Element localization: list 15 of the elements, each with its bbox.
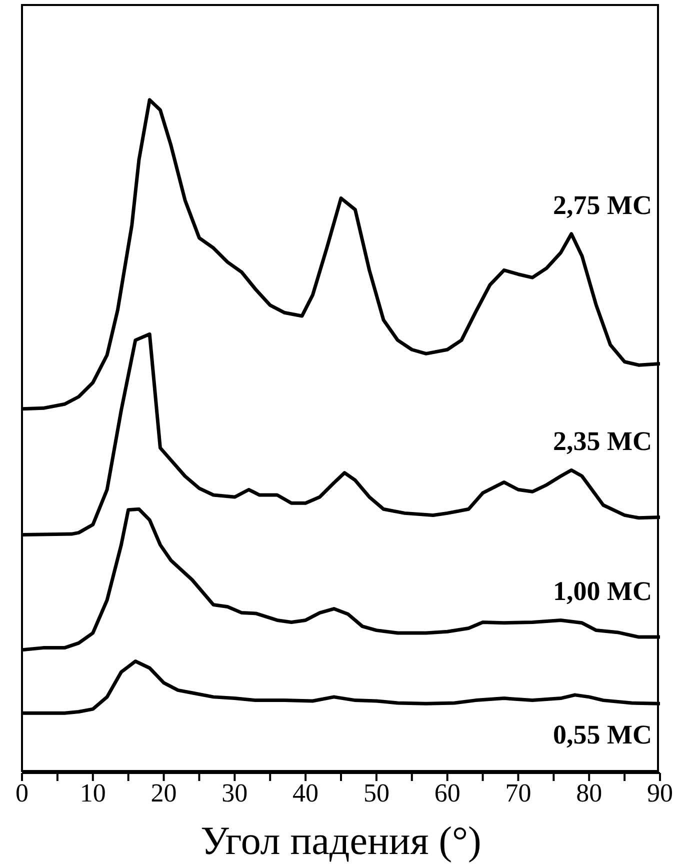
x-tick-label: 60 [434, 778, 460, 808]
series-label: 1,00 МС [553, 576, 652, 606]
x-tick-label: 0 [16, 778, 28, 808]
x-tick-label: 20 [150, 778, 177, 808]
series-label: 2,75 МС [553, 190, 652, 220]
x-axis-title: Угол падения (°) [200, 818, 482, 863]
x-tick-label: 50 [363, 778, 390, 808]
x-tick-label: 30 [222, 778, 248, 808]
x-tick-label: 70 [505, 778, 532, 808]
x-tick-label: 40 [292, 778, 319, 808]
x-tick-label: 90 [647, 778, 673, 808]
x-tick-label: 80 [576, 778, 602, 808]
series-label: 0,55 МС [553, 720, 652, 750]
x-tick-label: 10 [80, 778, 106, 808]
series-label: 2,35 МС [553, 426, 652, 456]
